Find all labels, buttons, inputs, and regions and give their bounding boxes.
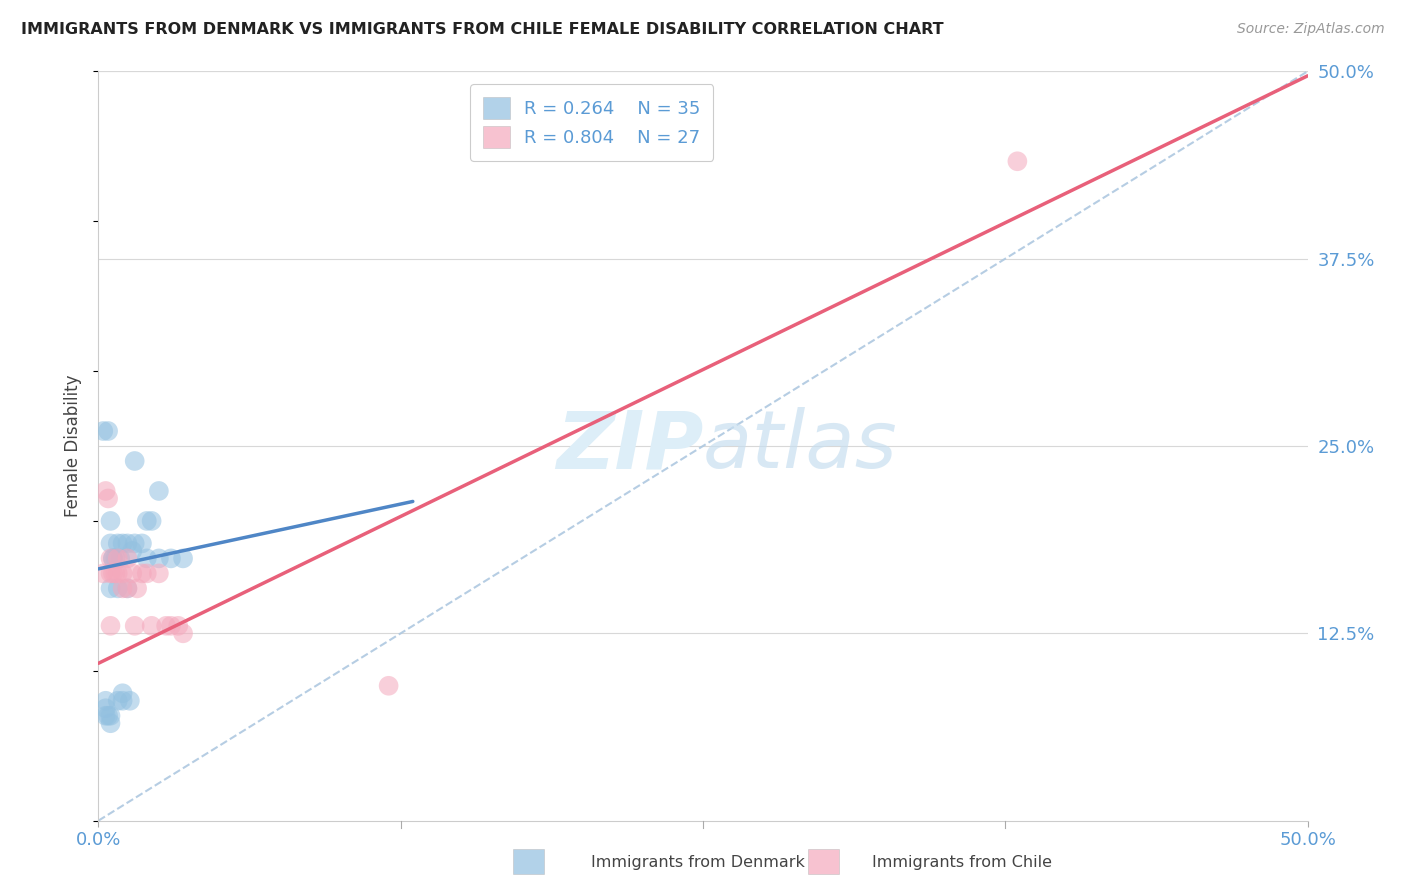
Y-axis label: Female Disability: Female Disability bbox=[65, 375, 83, 517]
Point bbox=[131, 566, 153, 581]
Point bbox=[118, 694, 141, 708]
Point bbox=[94, 708, 117, 723]
Point bbox=[97, 491, 120, 506]
Point bbox=[111, 694, 134, 708]
Point bbox=[135, 566, 157, 581]
Text: Immigrants from Chile: Immigrants from Chile bbox=[872, 855, 1052, 870]
Point bbox=[160, 619, 183, 633]
Point bbox=[97, 424, 120, 438]
Point bbox=[131, 536, 153, 550]
Point bbox=[100, 716, 122, 731]
Point bbox=[100, 551, 122, 566]
Point bbox=[172, 626, 194, 640]
Point bbox=[91, 424, 114, 438]
Point bbox=[135, 514, 157, 528]
Point bbox=[107, 694, 129, 708]
Point bbox=[111, 536, 134, 550]
Point bbox=[100, 566, 122, 581]
Point bbox=[141, 514, 163, 528]
Point bbox=[100, 536, 122, 550]
Point bbox=[97, 708, 120, 723]
Point bbox=[100, 619, 122, 633]
Point bbox=[94, 483, 117, 498]
Point bbox=[121, 544, 143, 558]
Point bbox=[107, 551, 129, 566]
Point bbox=[1007, 154, 1029, 169]
Point bbox=[111, 582, 134, 596]
Point bbox=[124, 619, 146, 633]
Point bbox=[124, 454, 146, 468]
Point bbox=[117, 582, 139, 596]
Point bbox=[117, 551, 139, 566]
Point bbox=[101, 566, 124, 581]
Text: Source: ZipAtlas.com: Source: ZipAtlas.com bbox=[1237, 22, 1385, 37]
Point bbox=[107, 582, 129, 596]
Text: atlas: atlas bbox=[703, 407, 898, 485]
Point bbox=[101, 551, 124, 566]
Point bbox=[104, 551, 127, 566]
Point bbox=[94, 694, 117, 708]
Text: IMMIGRANTS FROM DENMARK VS IMMIGRANTS FROM CHILE FEMALE DISABILITY CORRELATION C: IMMIGRANTS FROM DENMARK VS IMMIGRANTS FR… bbox=[21, 22, 943, 37]
Point bbox=[111, 686, 134, 700]
Point bbox=[172, 551, 194, 566]
Text: Immigrants from Denmark: Immigrants from Denmark bbox=[591, 855, 804, 870]
Point bbox=[124, 536, 146, 550]
Point bbox=[141, 619, 163, 633]
Point bbox=[117, 582, 139, 596]
Point bbox=[111, 566, 134, 581]
Point bbox=[148, 483, 170, 498]
Point bbox=[135, 551, 157, 566]
Point bbox=[108, 551, 131, 566]
Point bbox=[107, 536, 129, 550]
Point bbox=[148, 566, 170, 581]
Point bbox=[100, 582, 122, 596]
Point bbox=[107, 566, 129, 581]
Point bbox=[155, 619, 177, 633]
Legend: R = 0.264    N = 35, R = 0.804    N = 27: R = 0.264 N = 35, R = 0.804 N = 27 bbox=[470, 84, 713, 161]
Point bbox=[117, 536, 139, 550]
Point bbox=[94, 701, 117, 715]
Point bbox=[148, 551, 170, 566]
Point bbox=[377, 679, 399, 693]
Point bbox=[160, 551, 183, 566]
Point bbox=[100, 708, 122, 723]
Point bbox=[127, 582, 149, 596]
Point bbox=[121, 566, 143, 581]
Point bbox=[91, 566, 114, 581]
Point bbox=[100, 514, 122, 528]
Point bbox=[167, 619, 190, 633]
Point bbox=[104, 566, 127, 581]
Text: ZIP: ZIP bbox=[555, 407, 703, 485]
Point bbox=[101, 551, 124, 566]
